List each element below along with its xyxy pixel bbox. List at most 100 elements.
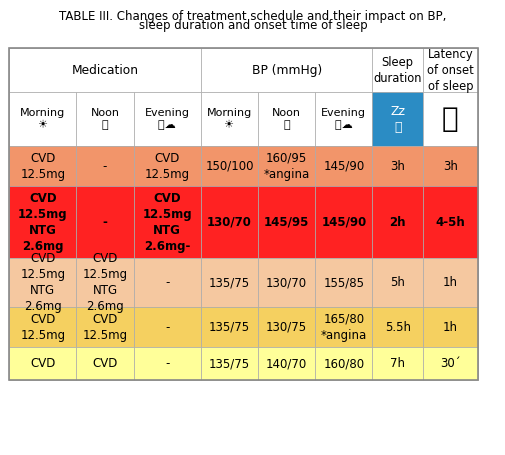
Text: 2h: 2h [389, 216, 405, 228]
Bar [9, 347, 76, 380]
Text: 140/70: 140/70 [266, 357, 307, 370]
Text: BP (mmHg): BP (mmHg) [251, 64, 321, 76]
Text: CVD: CVD [92, 357, 118, 370]
Text: -: - [103, 160, 107, 172]
Bar [200, 258, 258, 307]
Text: 1h: 1h [442, 276, 457, 289]
Text: CVD
12.5mg
NTG
2.6mg: CVD 12.5mg NTG 2.6mg [18, 192, 68, 253]
Bar [200, 347, 258, 380]
Bar [76, 307, 133, 347]
Bar [200, 146, 258, 186]
Text: Noon
🌟: Noon 🌟 [272, 108, 300, 131]
Bar [422, 307, 477, 347]
Bar [422, 92, 477, 146]
Text: 130/70: 130/70 [266, 276, 307, 289]
Bar [76, 186, 133, 258]
Text: Noon
🌟: Noon 🌟 [90, 108, 119, 131]
Bar [200, 186, 258, 258]
Text: Morning
☀️: Morning ☀️ [207, 108, 251, 131]
Bar [76, 347, 133, 380]
Bar [200, 92, 258, 146]
Bar [315, 307, 372, 347]
Text: -: - [165, 276, 169, 289]
Bar [315, 146, 372, 186]
Text: CVD
12.5mg: CVD 12.5mg [20, 152, 65, 181]
Text: 150/100: 150/100 [205, 160, 253, 172]
Bar [200, 48, 372, 92]
Text: Evening
🌙☁️: Evening 🌙☁️ [321, 108, 366, 131]
Text: 165/80
*angina: 165/80 *angina [320, 313, 366, 342]
Text: 160/95
*angina: 160/95 *angina [263, 152, 309, 181]
Text: Latency
of onset
of sleep: Latency of onset of sleep [426, 48, 473, 92]
Bar [9, 307, 76, 347]
Bar [422, 186, 477, 258]
Text: 1h: 1h [442, 321, 457, 334]
Bar [258, 186, 315, 258]
Bar [258, 92, 315, 146]
Bar [9, 146, 76, 186]
Bar [315, 186, 372, 258]
Text: -: - [165, 321, 169, 334]
Text: CVD
12.5mg: CVD 12.5mg [82, 313, 127, 342]
Bar [200, 307, 258, 347]
Bar [9, 258, 76, 307]
Text: 145/90: 145/90 [321, 216, 366, 228]
Bar [422, 146, 477, 186]
Text: CVD
12.5mg: CVD 12.5mg [144, 152, 189, 181]
Text: 160/80: 160/80 [323, 357, 364, 370]
Text: TABLE III. Changes of treatment schedule and their impact on BP,: TABLE III. Changes of treatment schedule… [59, 10, 446, 23]
Text: 3h: 3h [442, 160, 457, 172]
Bar [315, 258, 372, 307]
Text: CVD
12.5mg: CVD 12.5mg [20, 313, 65, 342]
Bar [258, 146, 315, 186]
Bar [422, 347, 477, 380]
Bar [133, 347, 200, 380]
Bar [76, 146, 133, 186]
Bar [133, 258, 200, 307]
Text: -: - [165, 357, 169, 370]
Text: Medication: Medication [71, 64, 138, 76]
Text: 130/75: 130/75 [266, 321, 307, 334]
Text: 7h: 7h [389, 357, 405, 370]
Bar [9, 186, 76, 258]
Text: CVD
12.5mg
NTG
2.6mg: CVD 12.5mg NTG 2.6mg [82, 252, 127, 313]
Bar [315, 92, 372, 146]
Bar [133, 186, 200, 258]
Bar [372, 307, 422, 347]
Text: 135/75: 135/75 [209, 276, 249, 289]
Text: CVD: CVD [30, 357, 56, 370]
Text: 135/75: 135/75 [209, 321, 249, 334]
Bar [133, 146, 200, 186]
Text: 🦉: 🦉 [441, 105, 458, 133]
Bar [9, 92, 76, 146]
Text: -: - [103, 216, 107, 228]
Text: 135/75: 135/75 [209, 357, 249, 370]
Text: sleep duration and onset time of sleep: sleep duration and onset time of sleep [138, 19, 367, 32]
Bar [258, 347, 315, 380]
Bar [9, 48, 200, 92]
Bar [258, 258, 315, 307]
Text: Evening
🌙☁️: Evening 🌙☁️ [144, 108, 189, 131]
Bar [76, 258, 133, 307]
Text: 130/70: 130/70 [207, 216, 251, 228]
Text: 145/90: 145/90 [323, 160, 364, 172]
Bar [372, 48, 422, 92]
Bar [76, 92, 133, 146]
Bar [372, 92, 422, 146]
Text: CVD
12.5mg
NTG
2.6mg-: CVD 12.5mg NTG 2.6mg- [142, 192, 192, 253]
Text: 155/85: 155/85 [323, 276, 364, 289]
Text: Sleep
duration: Sleep duration [373, 56, 421, 85]
Text: CVD
12.5mg
NTG
2.6mg: CVD 12.5mg NTG 2.6mg [20, 252, 65, 313]
Bar [258, 307, 315, 347]
Bar [372, 258, 422, 307]
Text: Morning
☀️: Morning ☀️ [20, 108, 65, 131]
Text: 5h: 5h [389, 276, 405, 289]
Bar [133, 307, 200, 347]
Bar [133, 92, 200, 146]
Text: 145/95: 145/95 [264, 216, 309, 228]
Text: 3h: 3h [389, 160, 405, 172]
Bar [315, 347, 372, 380]
Bar [422, 258, 477, 307]
Bar [422, 48, 477, 92]
Bar [372, 146, 422, 186]
